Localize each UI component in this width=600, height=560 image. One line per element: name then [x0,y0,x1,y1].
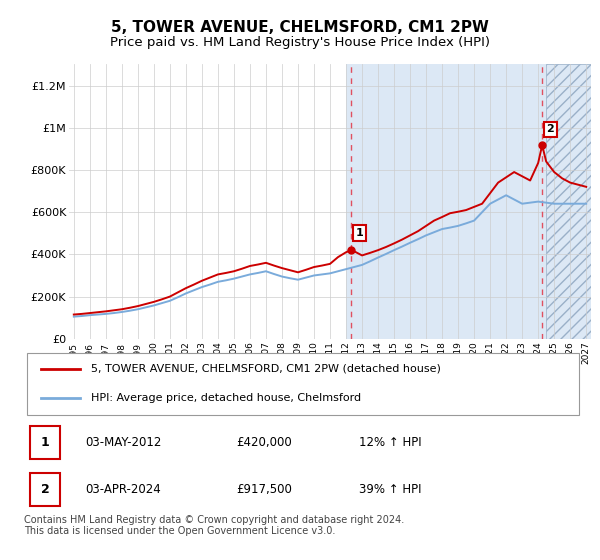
Text: 5, TOWER AVENUE, CHELMSFORD, CM1 2PW (detached house): 5, TOWER AVENUE, CHELMSFORD, CM1 2PW (de… [91,364,441,374]
Text: HPI: Average price, detached house, Chelmsford: HPI: Average price, detached house, Chel… [91,393,361,403]
Bar [546,64,594,339]
FancyBboxPatch shape [27,353,579,414]
Text: £420,000: £420,000 [236,436,292,449]
Text: Contains HM Land Registry data © Crown copyright and database right 2024.
This d: Contains HM Land Registry data © Crown c… [24,515,404,536]
Text: £917,500: £917,500 [236,483,292,496]
Text: 2: 2 [41,483,49,496]
FancyBboxPatch shape [29,473,60,506]
Text: 12% ↑ HPI: 12% ↑ HPI [359,436,421,449]
FancyBboxPatch shape [29,426,60,459]
Text: 5, TOWER AVENUE, CHELMSFORD, CM1 2PW: 5, TOWER AVENUE, CHELMSFORD, CM1 2PW [111,20,489,35]
Text: Price paid vs. HM Land Registry's House Price Index (HPI): Price paid vs. HM Land Registry's House … [110,36,490,49]
Text: 1: 1 [41,436,49,449]
Text: 39% ↑ HPI: 39% ↑ HPI [359,483,421,496]
Text: 1: 1 [355,228,363,238]
Bar [546,64,594,339]
Text: 03-MAY-2012: 03-MAY-2012 [85,436,162,449]
Bar [346,64,546,339]
Text: 2: 2 [546,124,554,134]
Text: 03-APR-2024: 03-APR-2024 [85,483,161,496]
